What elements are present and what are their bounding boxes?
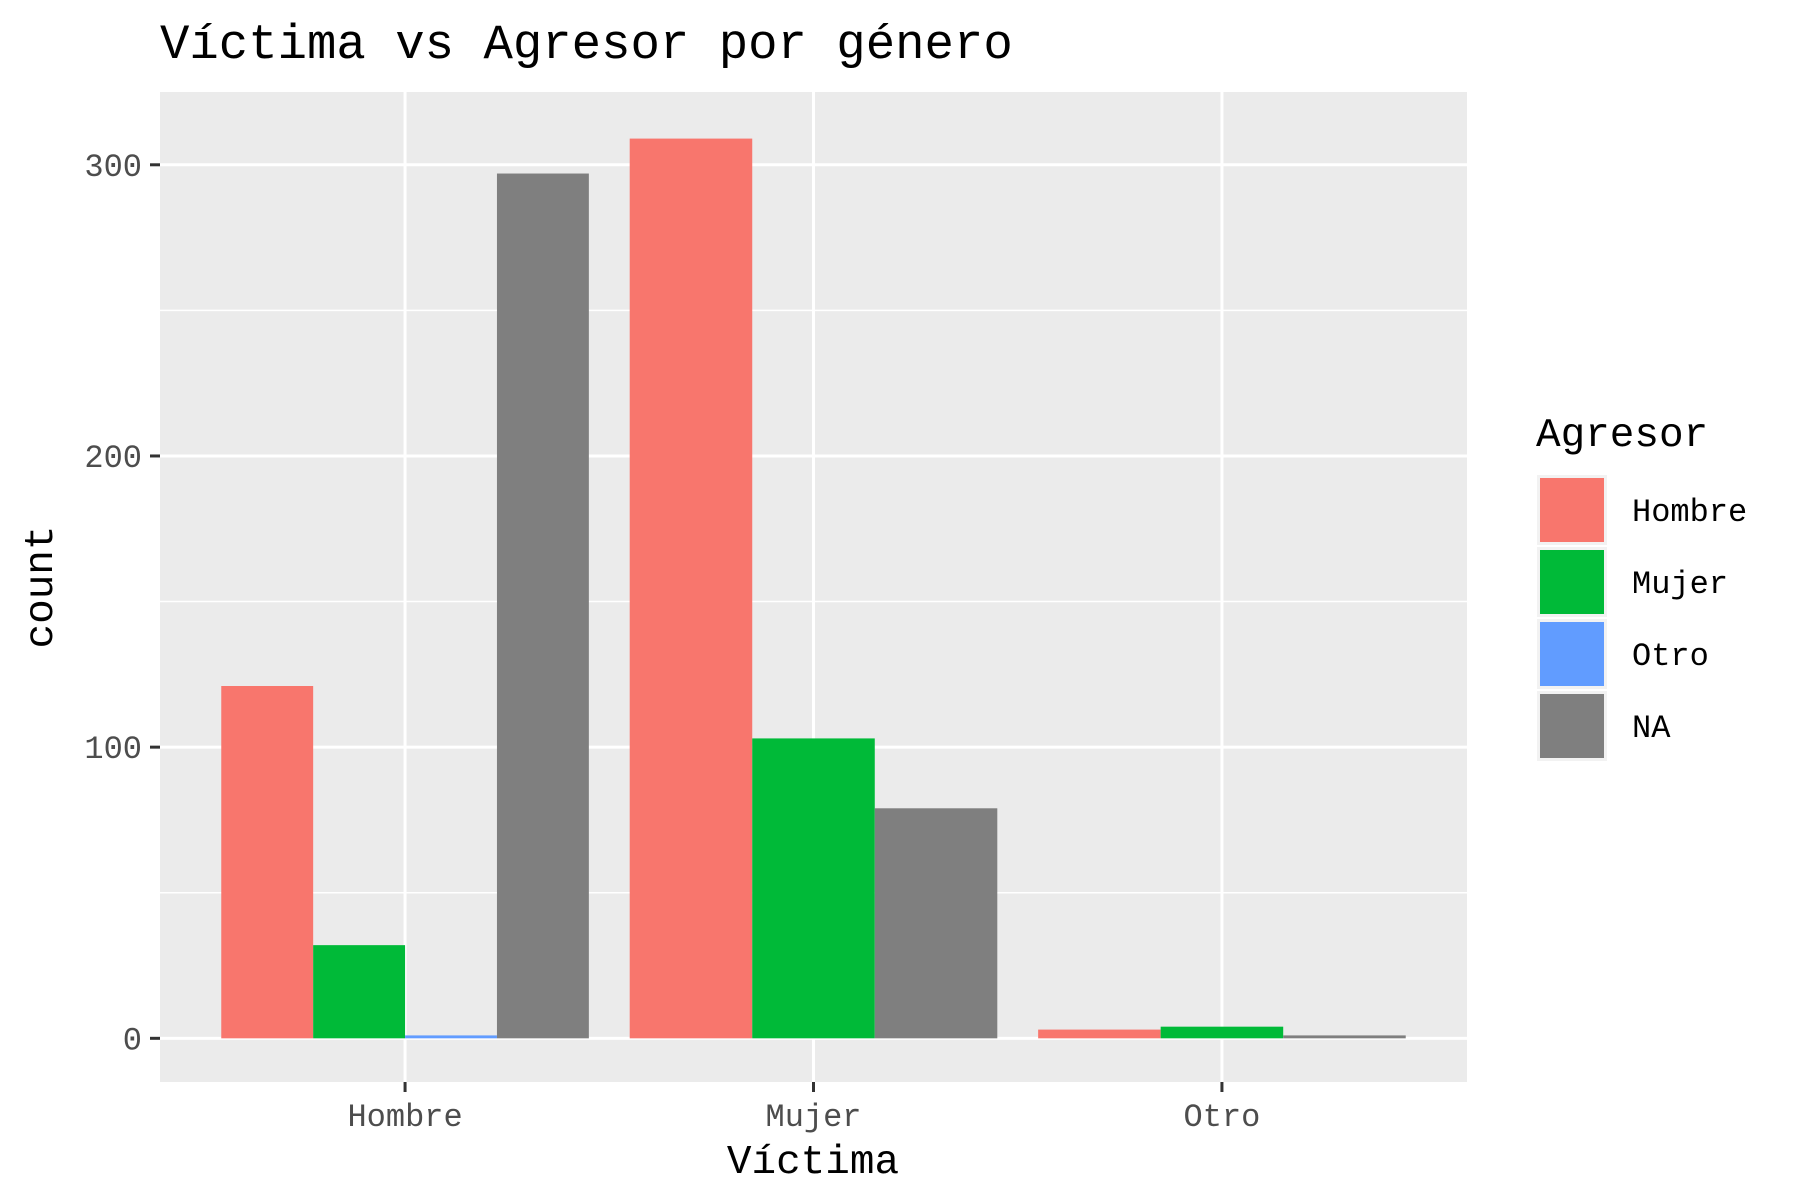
y-tick-label: 200 — [84, 440, 142, 477]
bar-otro-na — [1283, 1035, 1406, 1039]
legend-label-mujer: Mujer — [1632, 566, 1728, 603]
bar-hombre-otro — [405, 1035, 497, 1039]
legend-swatch-otro — [1540, 622, 1604, 686]
x-tick-label: Hombre — [347, 1099, 462, 1136]
chart-title: Víctima vs Agresor por género — [160, 17, 1013, 73]
legend-title: Agresor — [1536, 413, 1708, 459]
bar-otro-mujer — [1160, 1026, 1284, 1039]
x-axis-title: Víctima — [727, 1140, 899, 1186]
legend-label-otro: Otro — [1632, 638, 1709, 675]
legend: Agresor Hombre Mujer Otro NA — [1536, 413, 1747, 761]
legend-label-hombre: Hombre — [1632, 494, 1747, 531]
y-tick-label: 0 — [123, 1022, 142, 1059]
bar-mujer-na — [874, 808, 998, 1039]
y-tick-label: 300 — [84, 149, 142, 186]
y-axis: 0 100 200 300 — [84, 149, 160, 1059]
legend-swatch-hombre — [1540, 478, 1604, 542]
bar-mujer-hombre — [629, 138, 753, 1039]
bars — [221, 138, 1406, 1039]
bar-hombre-hombre — [221, 686, 314, 1039]
legend-items: Hombre Mujer Otro NA — [1537, 475, 1747, 761]
x-tick-label: Otro — [1184, 1099, 1261, 1136]
y-tick-label: 100 — [84, 731, 142, 768]
x-axis: Hombre Mujer Otro — [347, 1082, 1260, 1136]
legend-swatch-mujer — [1540, 550, 1604, 614]
x-tick-label: Mujer — [765, 1099, 861, 1136]
legend-swatch-na — [1540, 694, 1604, 758]
bar-otro-hombre — [1038, 1029, 1161, 1039]
legend-label-na: NA — [1632, 710, 1671, 747]
bar-mujer-mujer — [752, 738, 875, 1039]
bar-hombre-na — [496, 173, 589, 1039]
y-axis-title: count — [19, 525, 65, 648]
grid-lines — [160, 92, 1467, 1082]
bar-hombre-mujer — [313, 945, 406, 1039]
